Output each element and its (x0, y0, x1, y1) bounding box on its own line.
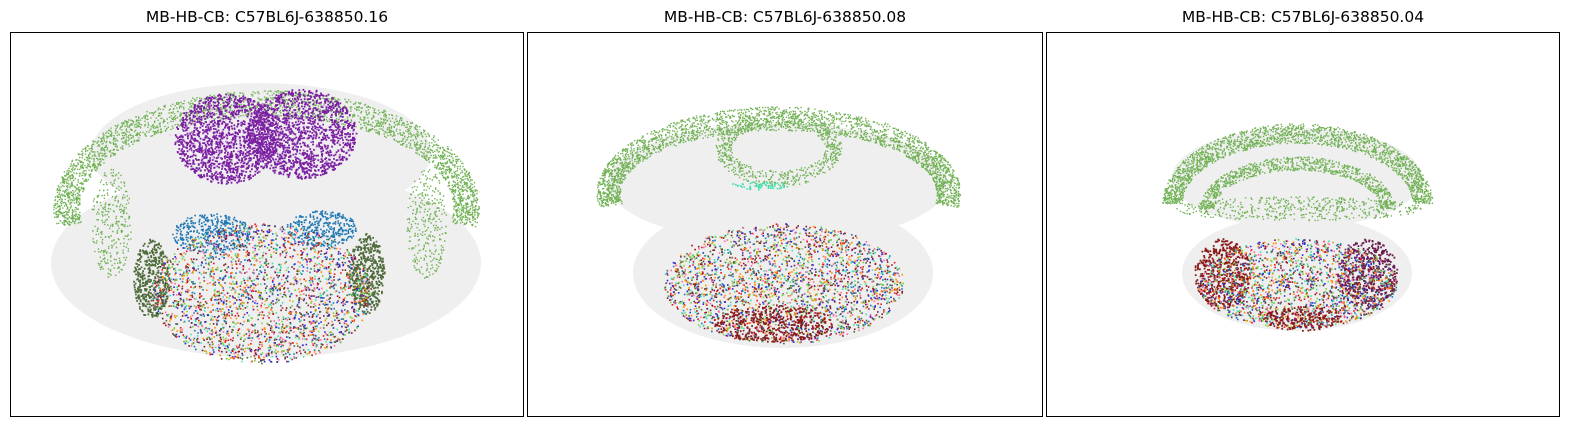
panel-3-darkred-base (1263, 306, 1342, 332)
panel-2-cerebellum-inner (715, 110, 843, 187)
panel-3-scatter (1162, 123, 1434, 332)
panel-3-cerebellum-inner (1200, 156, 1396, 210)
panel-2-scatter (596, 106, 962, 348)
panel-3-tissue-lower (1182, 215, 1412, 331)
panel-1-lobe-right (406, 169, 447, 279)
panel-2: MB-HB-CB: C57BL6J-638850.08 (527, 0, 1043, 427)
panel-1-darkgreen-left (133, 238, 171, 318)
panel-2-title: MB-HB-CB: C57BL6J-638850.08 (663, 8, 907, 26)
panel-1-plot-area (10, 32, 524, 417)
panel-3-plot-area (1046, 32, 1560, 417)
panel-3: MB-HB-CB: C57BL6J-638850.04 (1046, 0, 1560, 427)
panel-1-cerebellum-cells (53, 90, 480, 228)
panel-1: MB-HB-CB: C57BL6J-638850.16 (10, 0, 524, 427)
panel-1-scatter (51, 83, 481, 365)
panel-2-plot-area (527, 32, 1043, 417)
panel-3-darkred-left (1194, 238, 1252, 310)
panel-1-lobe-left (91, 168, 132, 278)
panel-3-cerebellum-base (1176, 196, 1422, 222)
panel-3-brainstem-cells (1198, 238, 1398, 329)
panel-1-brainstem-cells (152, 223, 372, 365)
panel-3-cerebellum-outer (1162, 123, 1434, 205)
panel-1-midbrain-left (174, 93, 280, 185)
panel-1-darkgreen-right (348, 233, 386, 315)
panel-2-aquamarine-band (732, 181, 789, 191)
panel-1-teal-region-right (286, 210, 357, 248)
panel-1-teal-region-left (172, 213, 252, 255)
panel-1-title: MB-HB-CB: C57BL6J-638850.16 (145, 8, 389, 26)
panel-3-title: MB-HB-CB: C57BL6J-638850.04 (1181, 8, 1425, 26)
panel-2-darkred-base (714, 305, 833, 343)
